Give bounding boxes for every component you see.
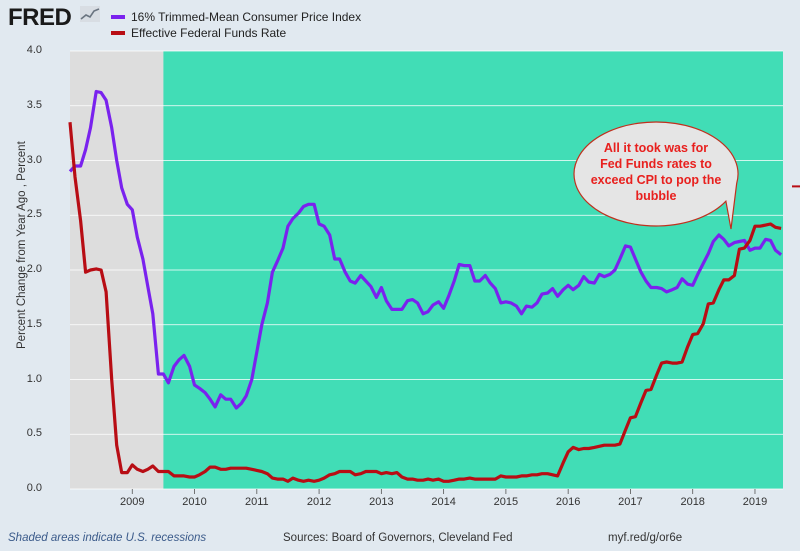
x-tick-label: 2017: [618, 496, 643, 508]
legend-swatch: [111, 31, 125, 35]
sources-text: Sources: Board of Governors, Cleveland F…: [283, 532, 513, 544]
legend-label: 16% Trimmed-Mean Consumer Price Index: [131, 10, 362, 24]
y-tick-label: 2.0: [26, 263, 42, 275]
y-tick-label: 1.0: [26, 372, 42, 385]
short-link[interactable]: myf.red/g/or6e: [608, 532, 683, 544]
y-tick-label: 3.0: [26, 153, 42, 166]
y-tick-label: 0.5: [26, 427, 42, 440]
legend-item-trimmed-mean-cpi: 16% Trimmed-Mean Consumer Price Index: [111, 10, 361, 24]
chart-line-icon: [80, 6, 100, 22]
fred-logo[interactable]: FRED: [8, 4, 72, 31]
y-tick-label: 2.5: [26, 208, 42, 221]
recessions-note: Shaded areas indicate U.S. recessions: [8, 532, 207, 544]
annotation-bubble: All it took was for Fed Funds rates to exc…: [573, 121, 739, 230]
x-tick-label: 2013: [369, 496, 394, 508]
x-tick-label: 2015: [493, 496, 519, 508]
y-tick-label: 0.0: [26, 482, 42, 494]
x-tick-marks: [131, 489, 756, 494]
x-tick-label: 2011: [244, 496, 269, 508]
series-line-fed-funds-rate: [68, 122, 782, 483]
x-tick-label: 2019: [742, 496, 768, 508]
x-tick-label: 2014: [431, 496, 456, 508]
x-tick-label: 2012: [306, 496, 332, 508]
x-tick-label: 2018: [680, 496, 705, 508]
legend-swatch: [111, 15, 125, 19]
legend-label: Effective Federal Funds Rate: [131, 26, 287, 40]
x-tick-label: 2010: [182, 496, 207, 508]
x-tick-label: 2009: [120, 496, 145, 508]
series-line-trimmed-mean-cpi: [68, 89, 783, 410]
y-tick-label: 4.0: [26, 44, 42, 56]
y-tick-label: 3.5: [26, 98, 42, 111]
y-tick-label: 1.5: [26, 317, 42, 330]
legend-item-fed-funds-rate: Effective Federal Funds Rate: [111, 26, 286, 40]
x-tick-label: 2016: [555, 496, 581, 508]
